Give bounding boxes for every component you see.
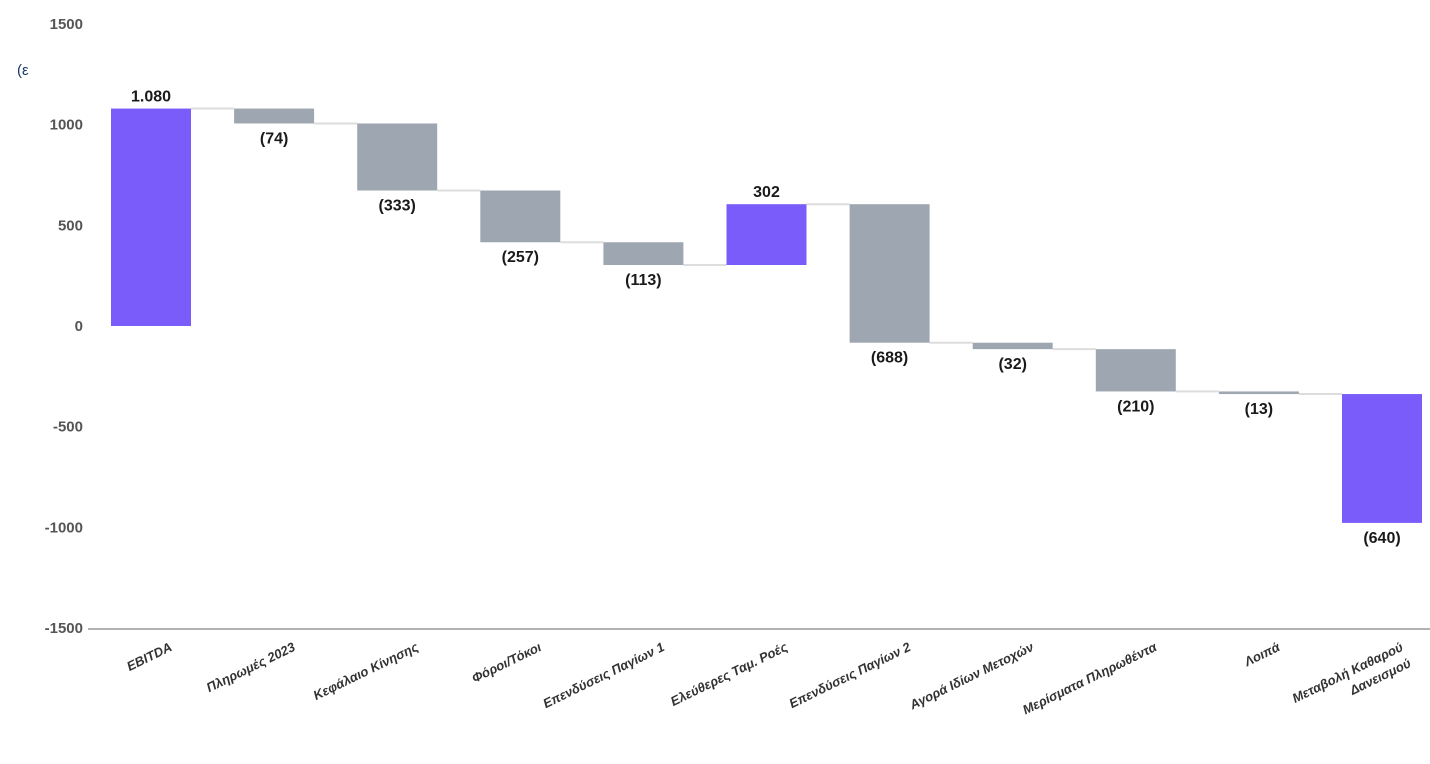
data-label: (333) [379,198,416,215]
x-tick-label: Πληρωμές 2023 [204,639,298,695]
bar [1342,394,1422,523]
bar [234,108,315,124]
x-tick-label: Λοιπά [1241,639,1283,670]
data-label: (640) [1363,530,1400,547]
x-tick-label: Φόροι/Τόκοι [469,639,544,686]
x-tick-label: Μερίσματα Πληρωθέντα [1020,639,1160,717]
data-label: (74) [260,130,288,147]
bar [849,204,930,343]
y-tick-label: -1000 [45,519,83,536]
x-tick-label: Αγορά Ιδίων Μετοχών [906,639,1036,713]
bar [972,342,1053,350]
x-tick-label: EBITDA [124,639,174,674]
bars [111,108,1422,523]
unit-label: (ε [17,62,29,79]
y-tick-label: -500 [53,419,83,436]
bar [1218,391,1299,395]
bar [603,242,684,265]
bar [111,108,191,326]
data-label: (688) [871,350,908,367]
data-label: 1.080 [131,89,171,106]
x-axis-labels: EBITDA Πληρωμές 2023 Κεφάλαιο Κίνησης Φόροι… [124,639,1414,722]
data-label: (32) [998,356,1026,373]
y-tick-label: 0 [75,318,83,335]
data-label: (113) [625,272,661,289]
connector-lines [191,107,1342,396]
x-tick-label: Κεφάλαιο Κίνησης [311,639,421,703]
bar [357,123,438,191]
y-tick-label: 500 [58,217,83,234]
x-tick-label: Ελεύθερες Ταμ. Ροές [668,639,790,709]
x-tick-label: Επενδύσεις Παγίων 2 [787,639,914,711]
bar [480,190,561,243]
x-tick-label: Επενδύσεις Παγίων 1 [540,639,666,711]
y-tick-label: -1500 [45,620,83,637]
data-label: (13) [1245,401,1273,418]
y-tick-label: 1500 [50,16,83,33]
y-tick-label: 1000 [50,117,83,134]
bar [1095,349,1176,392]
data-labels: 1.080 (74) (333) (257) (113) 302 (688) (32) (210… [131,89,1401,547]
x-tick-label: Μεταβολή ΚαθαρούΔανεισμού [1290,639,1414,722]
y-axis: 1500 1000 500 0 -500 -1000 -1500 [45,16,83,637]
data-label: (257) [502,249,539,266]
bar [726,204,807,265]
data-label: 302 [753,184,780,201]
data-label: (210) [1117,398,1154,415]
